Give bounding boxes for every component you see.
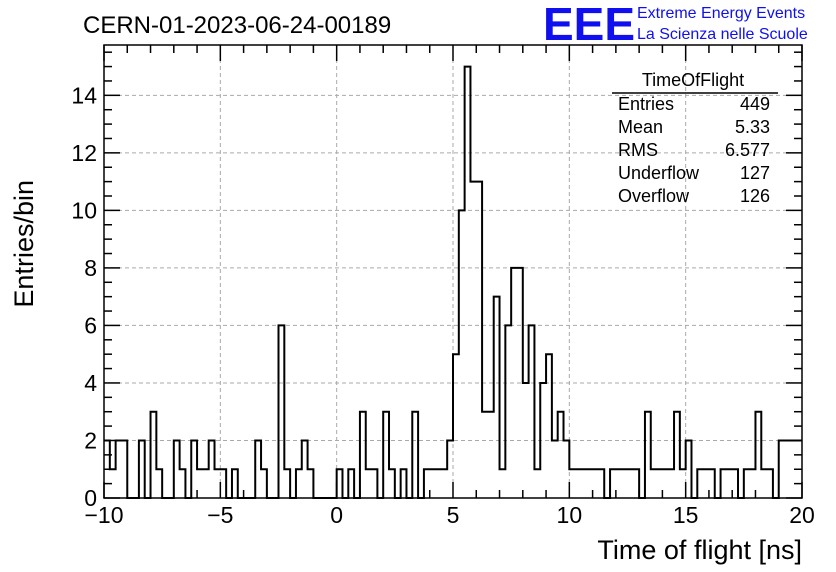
histogram-bin	[569, 469, 575, 498]
histogram-bin	[441, 469, 447, 498]
histogram-bin	[500, 469, 506, 498]
y-tick-label: 12	[71, 140, 97, 166]
y-tick-label: 8	[84, 255, 97, 281]
y-tick-label: 4	[84, 370, 97, 396]
brand-line-1: Extreme Energy Events	[637, 5, 805, 22]
histogram-bin	[680, 469, 686, 498]
y-tick-label: 0	[84, 485, 97, 511]
histogram-bin	[628, 469, 634, 498]
stats-mean-label: Mean	[618, 117, 663, 137]
histogram-bin	[203, 469, 209, 498]
x-tick-label: 10	[557, 502, 583, 528]
axis-tick-labels: −10 −5 0 5 10 15 20 0 2 4 6 8 10 12 14	[71, 82, 814, 528]
histogram-bin	[197, 469, 203, 498]
y-tick-label: 10	[71, 197, 97, 223]
histogram-bin	[366, 469, 372, 498]
y-tick-label: 6	[84, 312, 97, 338]
histogram-bin	[761, 469, 767, 498]
x-tick-label: 20	[789, 502, 815, 528]
y-tick-label: 2	[84, 427, 97, 453]
histogram-bin	[215, 469, 221, 498]
brand-line-2: La Scienza nelle Scuole	[637, 26, 808, 43]
stats-rms-label: RMS	[618, 140, 658, 160]
y-axis-title: Entries/bin	[9, 180, 39, 308]
x-tick-label: −5	[207, 502, 233, 528]
histogram-outline	[104, 65, 802, 499]
histogram-bin	[616, 469, 622, 498]
histogram-bin	[668, 469, 674, 498]
stats-title: TimeOfFlight	[642, 70, 744, 90]
histogram-bin	[436, 469, 442, 498]
x-tick-label: 15	[673, 502, 699, 528]
histogram-bin	[622, 469, 628, 498]
histogram-bin	[750, 469, 756, 498]
stats-box: TimeOfFlight Entries 449 Mean 5.33 RMS 6…	[612, 70, 778, 206]
histogram-bin	[575, 469, 581, 498]
histogram-bin	[593, 469, 599, 498]
chart-title: CERN-01-2023-06-24-00189	[83, 12, 391, 39]
histogram-bin	[651, 469, 657, 498]
histogram-bin	[430, 469, 436, 498]
stats-underflow-value: 127	[740, 163, 770, 183]
histogram-bin	[657, 469, 663, 498]
eee-logo: EEE	[543, 0, 635, 50]
histogram-bin	[470, 182, 476, 498]
histogram-bin	[482, 412, 488, 498]
histogram-bin	[488, 412, 494, 498]
histogram-bin	[703, 469, 709, 498]
stats-underflow-label: Underflow	[618, 163, 700, 183]
histogram-bin	[552, 440, 558, 498]
stats-mean-value: 5.33	[735, 117, 770, 137]
histogram-bins	[104, 67, 790, 498]
stats-rms-value: 6.577	[725, 140, 770, 160]
histogram-bin	[726, 469, 732, 498]
histogram-bin	[587, 469, 593, 498]
x-tick-label: 5	[447, 502, 460, 528]
stats-overflow-label: Overflow	[618, 186, 690, 206]
axis-ticks	[103, 45, 803, 499]
stats-overflow-value: 126	[740, 186, 770, 206]
histogram-bin	[581, 469, 587, 498]
y-tick-label: 14	[71, 82, 97, 108]
histogram-bin	[785, 440, 791, 498]
x-axis-title: Time of flight [ns]	[597, 535, 802, 565]
stats-entries-label: Entries	[618, 94, 674, 114]
histogram-bin	[662, 469, 668, 498]
histogram-bin	[534, 469, 540, 498]
stats-entries-value: 449	[740, 94, 770, 114]
x-tick-label: 0	[330, 502, 343, 528]
x-tick-label: −10	[84, 502, 123, 528]
